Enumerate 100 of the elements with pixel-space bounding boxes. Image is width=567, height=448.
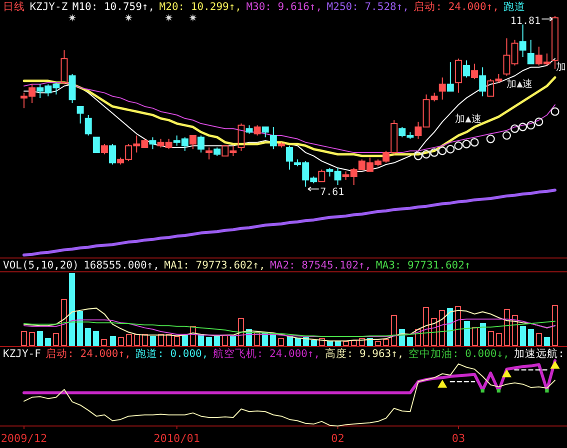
bar <box>391 315 397 346</box>
bar <box>496 333 502 346</box>
bar <box>439 310 445 346</box>
text: 空中加油: 0.000↓, <box>408 347 510 360</box>
candlestick <box>149 136 156 150</box>
bar <box>528 329 534 346</box>
bar <box>343 341 349 346</box>
candlestick <box>76 106 84 124</box>
point <box>164 14 173 22</box>
annotation: 11.81 <box>510 16 541 27</box>
point <box>550 360 560 369</box>
x-tick-label: 2010/01 <box>154 432 200 445</box>
x-tick-label: 2009/12 <box>0 432 48 445</box>
text: MA2: 87545.102↑, <box>270 260 372 272</box>
candlestick <box>471 63 478 80</box>
bar <box>142 334 148 346</box>
point <box>534 118 544 126</box>
x-tick-label: 02 <box>331 432 344 445</box>
candlestick <box>206 146 213 160</box>
point <box>545 388 549 393</box>
point <box>438 380 448 388</box>
bar <box>327 341 333 346</box>
bar <box>214 336 220 346</box>
bar <box>45 338 51 346</box>
bar <box>230 336 236 346</box>
bar <box>552 305 558 346</box>
text: 启动: 24.000↑, <box>414 0 499 13</box>
series-label: 加速远航: <box>514 347 564 360</box>
bar <box>77 311 83 346</box>
point <box>68 14 76 22</box>
bar <box>150 336 156 346</box>
candlestick <box>60 50 68 85</box>
candlestick <box>446 62 454 92</box>
annotation: 加 <box>556 61 566 73</box>
bar <box>544 337 550 346</box>
bar <box>431 318 437 346</box>
candlestick <box>238 123 245 152</box>
candlestick <box>552 16 558 70</box>
bar <box>254 332 260 346</box>
chart-title: 日线 <box>3 0 25 13</box>
candlestick <box>527 39 534 64</box>
text: M30: 9.616↑, <box>246 1 322 13</box>
bar <box>166 334 172 346</box>
candlestick <box>189 134 196 150</box>
bar <box>37 331 43 346</box>
chart-title: KZJY-F <box>3 348 41 360</box>
point <box>480 388 484 393</box>
candlestick <box>68 74 76 104</box>
point <box>486 134 495 144</box>
bar <box>319 338 325 346</box>
point <box>430 148 439 157</box>
bar <box>126 334 132 346</box>
bar <box>206 337 212 346</box>
candlestick <box>254 124 261 136</box>
bar <box>520 326 526 346</box>
point <box>124 14 133 22</box>
bar <box>375 341 381 346</box>
point <box>502 131 512 140</box>
bar <box>311 340 317 346</box>
annotation: 7.61 <box>320 187 344 198</box>
candlestick <box>270 126 277 150</box>
bar <box>190 326 196 346</box>
candlestick <box>318 169 326 182</box>
bar <box>69 273 75 346</box>
text: 168555.000↑, <box>84 260 160 272</box>
bar <box>93 331 99 346</box>
bar <box>480 323 486 346</box>
x-tick-label: 03 <box>452 432 466 445</box>
point <box>462 140 471 148</box>
text: M20: 10.299↑, <box>159 1 242 13</box>
point <box>550 107 560 116</box>
text: M250: 7.528↑, <box>326 1 409 13</box>
bar <box>278 338 284 346</box>
text: 启动: 24.000↑, <box>46 347 131 360</box>
point <box>422 150 431 159</box>
candlestick <box>454 58 462 94</box>
bar <box>359 338 365 346</box>
annotation: 加▲速 <box>506 78 533 90</box>
candlestick <box>278 142 285 148</box>
bar <box>61 299 67 346</box>
point <box>188 14 197 22</box>
point <box>502 369 512 378</box>
point <box>470 138 479 147</box>
candlestick <box>519 24 526 58</box>
text: 跑道: 0.000, <box>136 348 208 360</box>
bar <box>512 315 518 346</box>
bar <box>464 321 470 346</box>
candlestick <box>438 76 446 100</box>
point <box>526 120 536 130</box>
candlestick <box>109 144 116 166</box>
bar <box>101 339 107 346</box>
point <box>446 144 455 154</box>
candlestick <box>92 136 100 154</box>
bar <box>415 329 421 346</box>
bar <box>423 307 429 346</box>
text: 跑道 <box>504 1 526 13</box>
text: MA1: 79773.602↑, <box>164 260 266 272</box>
bar <box>222 335 228 346</box>
candlestick <box>463 60 470 78</box>
candlestick <box>286 145 293 170</box>
